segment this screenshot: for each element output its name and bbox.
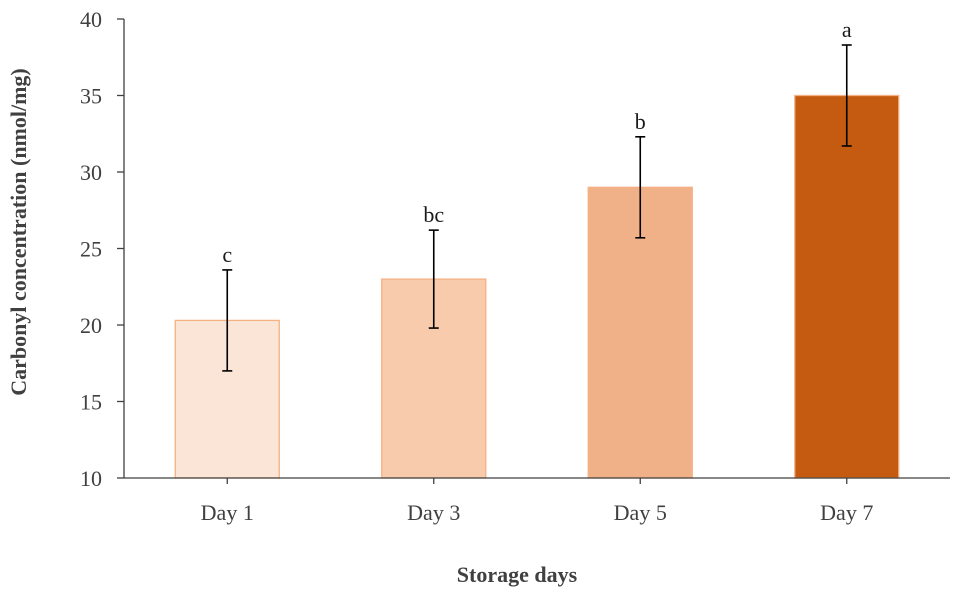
- x-axis-title: Storage days: [457, 562, 578, 587]
- significance-label: bc: [423, 202, 444, 227]
- y-tick-label: 25: [80, 237, 102, 262]
- y-tick-label: 30: [80, 160, 102, 185]
- x-tick-label: Day 7: [820, 500, 873, 525]
- significance-label: b: [635, 109, 646, 134]
- labels-layer: c Day 1 bc Day 3 b Day 5 a Day 7: [201, 17, 874, 525]
- x-tick-label: Day 1: [201, 500, 254, 525]
- y-tick-label: 35: [80, 84, 102, 109]
- x-tick-label: Day 3: [407, 500, 460, 525]
- y-tick-label: 20: [80, 313, 102, 338]
- axes: 10 15 20 25 30 35 40: [80, 7, 950, 491]
- y-axis-title: Carbonyl concentration (nmol/mg): [6, 68, 31, 396]
- x-tick-label: Day 5: [614, 500, 667, 525]
- y-tick-label: 40: [80, 7, 102, 32]
- y-tick-label: 10: [80, 466, 102, 491]
- error-bars-layer: [222, 44, 852, 372]
- bars-layer: [174, 94, 900, 479]
- y-tick-label: 15: [80, 390, 102, 415]
- bar: [794, 94, 900, 479]
- significance-label: a: [842, 17, 852, 42]
- significance-label: c: [222, 242, 232, 267]
